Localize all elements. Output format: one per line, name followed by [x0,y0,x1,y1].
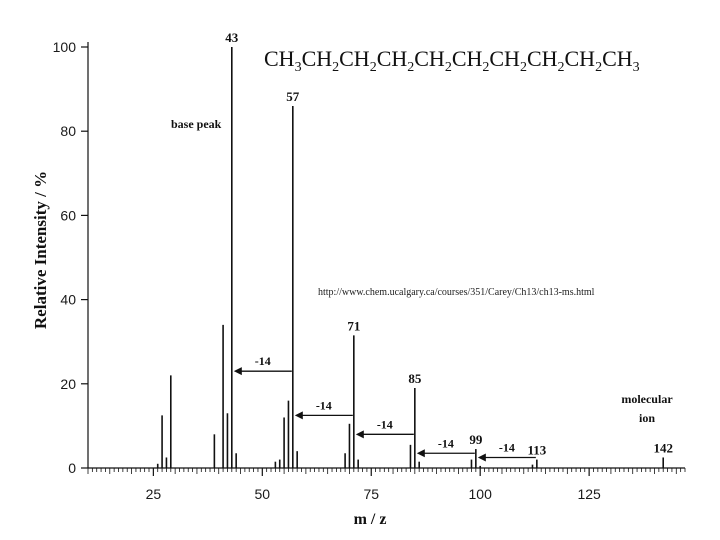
molecular-ion-annotation-line1: molecular [621,392,673,406]
loss-arrowhead [416,449,425,458]
loss-arrowhead [477,453,486,462]
formula-subscript: 2 [407,60,414,75]
molecular-ion-annotation-line2: ion [639,411,655,425]
formula-atom: CH [527,46,558,71]
formula-subscript: 2 [332,60,339,75]
peak-label: 71 [347,318,360,333]
loss-label: -14 [377,417,393,431]
formula-atom: CH [452,46,483,71]
source-url: http://www.chem.ucalgary.ca/courses/351/… [318,287,595,298]
formula-atom: CH [302,46,333,71]
formula-atom: CH [339,46,370,71]
formula-subscript: 2 [370,60,377,75]
x-tick-label: 25 [146,486,162,502]
peak-labels: 43 57 71 85 99 113 142 [225,30,673,458]
formula-subscript: 2 [520,60,527,75]
peak-label: 57 [286,89,300,104]
y-tick-label: 40 [60,292,76,308]
formula-atom: CH [264,46,295,71]
spectrum-peaks [156,47,665,468]
peak-label: 113 [527,443,546,458]
loss-label: -14 [316,398,332,412]
y-tick-label: 0 [68,460,76,476]
formula-subscript: 2 [445,60,452,75]
peak-label: 85 [408,371,422,386]
loss-arrowhead [233,367,242,376]
peak-label: 99 [469,432,483,447]
x-axis-label: m / z [354,511,387,528]
peak-label: 142 [653,440,673,455]
formula-subscript: 2 [482,60,489,75]
x-tick-label: 100 [469,486,493,502]
loss-label: -14 [499,440,515,454]
y-axis-label: Relative Intensity / % [31,171,50,329]
formula-subscript: 2 [595,60,602,75]
loss-arrowhead [355,430,364,439]
axis-ticks: 0 20 40 60 80 100 25 50 75 100 125 [53,39,686,502]
formula-subscript: 3 [295,60,302,75]
x-tick-label: 50 [255,486,271,502]
formula-atom: CH [565,46,596,71]
loss-label: -14 [255,354,271,368]
formula-atom: CH [489,46,520,71]
formula-atom: CH [377,46,408,71]
y-tick-label: 100 [53,39,77,55]
base-peak-annotation: base peak [171,117,222,131]
formula-atom: CH [414,46,445,71]
y-tick-label: 80 [60,123,76,139]
loss-label: -14 [438,436,454,450]
formula-subscript: 2 [558,60,565,75]
molecular-formula: CH3CH2CH2CH2CH2CH2CH2CH2CH2CH3 [264,46,640,75]
y-tick-label: 20 [60,376,76,392]
chart-axes [87,42,685,469]
peak-label: 43 [225,30,239,45]
x-tick-label: 75 [363,486,379,502]
formula-atom: CH [602,46,633,71]
x-tick-label: 125 [577,486,601,502]
y-tick-label: 60 [60,207,76,223]
loss-arrowhead [294,411,303,420]
formula-subscript: 3 [633,60,640,75]
fragment-loss-arrows: -14 -14 -14 -14 -14 [233,354,536,462]
